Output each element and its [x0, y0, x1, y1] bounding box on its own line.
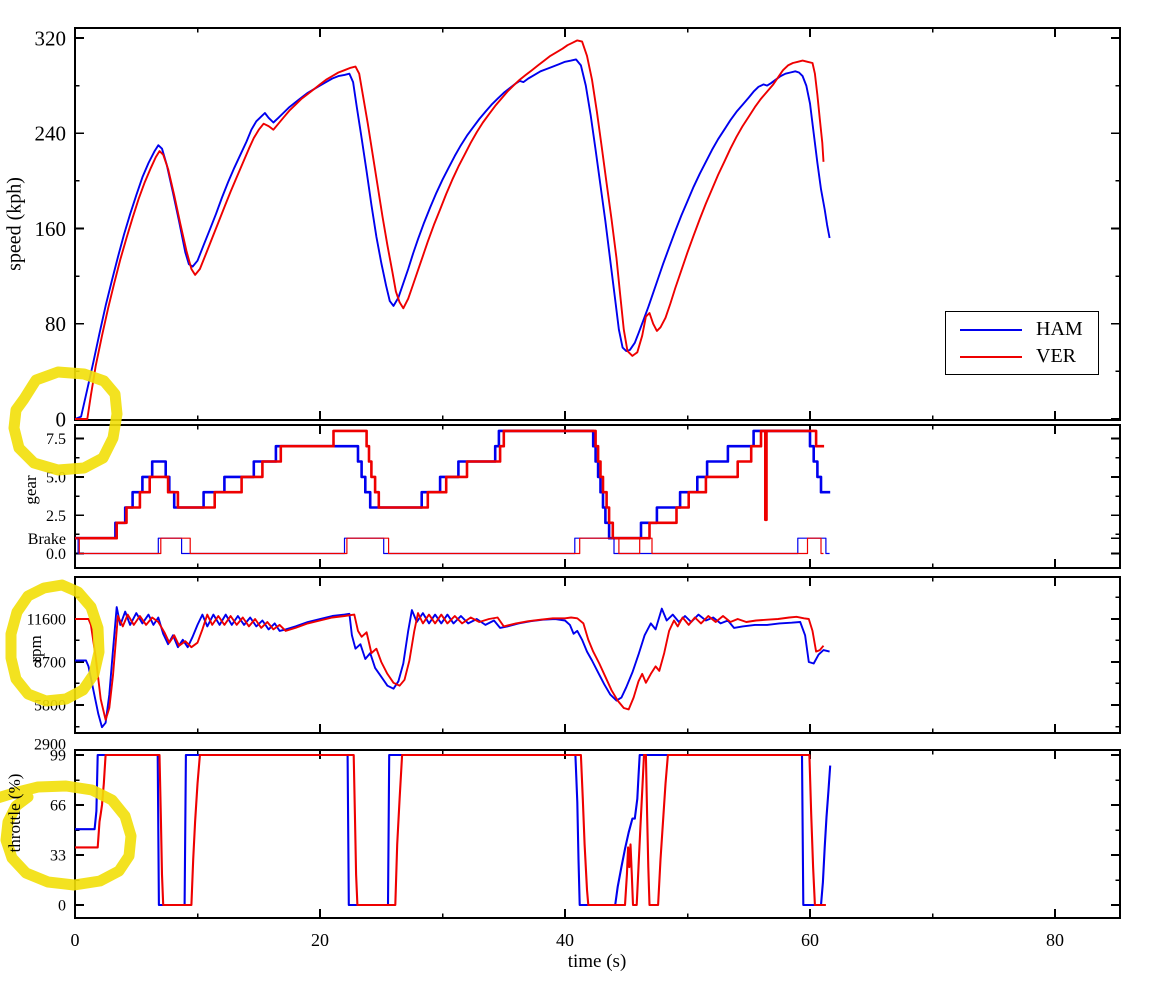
rpm-trace-ham	[75, 606, 830, 729]
gear-axis-label: gear	[21, 475, 40, 505]
x-tick-label: 0	[71, 930, 80, 950]
speed-tick-label: 160	[35, 217, 67, 241]
rpm-tick-label: 2900	[34, 737, 66, 754]
rpm-trace-ver	[75, 612, 825, 721]
x-tick-label: 40	[556, 930, 574, 950]
rpm-scale-circle	[5, 579, 105, 707]
throttle-panel-frame	[73, 748, 1122, 920]
speed-tick-label: 80	[45, 312, 66, 336]
gear_brake-trace-ham-brake	[75, 537, 830, 555]
x-tick-label: 60	[801, 930, 819, 950]
speed-tick-label: 320	[35, 26, 67, 50]
throttle-start-circle	[0, 780, 137, 891]
throttle-tick-label: 0	[58, 898, 66, 915]
legend-entry-ham: HAM	[946, 318, 1098, 341]
gear_brake-tick-label: 7.5	[46, 431, 66, 448]
start-origin-circle	[8, 366, 123, 476]
gear_brake-trace-ver-brake	[75, 537, 824, 555]
rpm-tick-label: 11600	[27, 612, 66, 629]
throttle-tick-label: 66	[50, 798, 66, 815]
speed-tick-label: 240	[35, 122, 67, 146]
time-axis-label: time (s)	[567, 951, 627, 972]
legend-label-ham: HAM	[1036, 318, 1083, 340]
legend: HAM VER	[945, 311, 1099, 375]
rpm-tick-label: 8700	[34, 655, 66, 672]
ham-line-swatch	[960, 328, 1022, 331]
gear_brake-trace-ver-gear	[75, 429, 825, 540]
x-tick-label: 20	[311, 930, 329, 950]
gear_brake-tick-label: 2.5	[46, 508, 66, 525]
legend-entry-ver: VER	[946, 345, 1098, 368]
throttle-tick-label: 33	[50, 848, 66, 865]
gear_brake-tick-label: 0.0	[46, 546, 66, 563]
throttle-trace-ver	[75, 753, 826, 907]
rpm-axis-label: rpm	[26, 635, 45, 663]
speed-tick-label: 0	[56, 407, 67, 431]
throttle-trace-ham	[75, 753, 832, 907]
speed-trace-ham	[74, 58, 831, 420]
gear_brake-tick-label: Brake	[28, 531, 66, 548]
speed-axis-label: speed (kph)	[3, 177, 26, 271]
speed-panel-frame	[73, 26, 1122, 422]
x-tick-label: 80	[1046, 930, 1064, 950]
gear_brake-trace-ham-gear	[75, 429, 831, 540]
ver-line-swatch	[960, 355, 1022, 358]
legend-label-ver: VER	[1036, 345, 1076, 367]
rpm-panel-frame	[73, 575, 1122, 735]
throttle-tick-label: 99	[50, 748, 66, 765]
speed-trace-ver	[75, 39, 825, 420]
throttle-axis-label: throttle (%)	[5, 773, 24, 853]
